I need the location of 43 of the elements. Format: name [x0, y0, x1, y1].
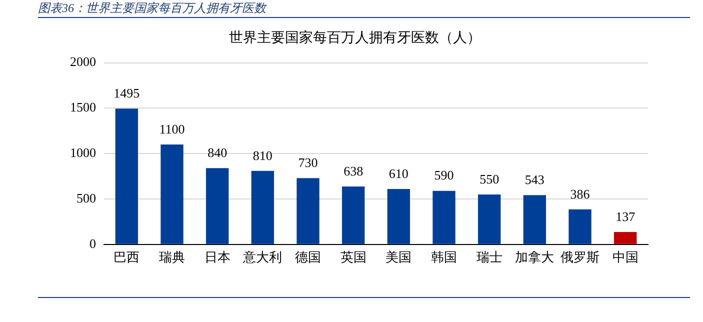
data-label: 550 [480, 171, 500, 186]
bar [115, 108, 138, 244]
data-label: 543 [524, 172, 544, 188]
data-label: 810 [252, 148, 272, 163]
bar [387, 189, 410, 244]
x-tick-label: 巴西 [114, 250, 140, 265]
y-tick-label: 1500 [70, 100, 96, 115]
x-tick-label: 中国 [612, 250, 638, 265]
x-tick-label: 美国 [386, 250, 412, 265]
x-tick-label: 日本 [204, 250, 230, 265]
data-label: 1100 [159, 121, 185, 136]
data-label: 590 [434, 168, 454, 183]
y-tick-label: 2000 [70, 54, 96, 70]
bar [342, 186, 365, 244]
bar [160, 144, 184, 244]
x-tick-label: 德国 [295, 250, 321, 265]
y-tick-label: 1000 [70, 145, 96, 160]
bar [206, 168, 229, 244]
data-label: 638 [344, 163, 364, 178]
bar [296, 178, 320, 244]
x-tick-label: 俄罗斯 [560, 250, 600, 265]
bar [614, 232, 637, 244]
data-label: 1495 [114, 86, 140, 101]
y-tick-label: 500 [76, 190, 96, 206]
x-tick-label: 瑞士 [476, 250, 502, 265]
data-label: 730 [298, 155, 318, 170]
data-label: 137 [616, 208, 636, 224]
data-label: 610 [388, 166, 408, 181]
chart-title: 世界主要国家每百万人拥有牙医数（人） [229, 30, 481, 46]
bar [432, 190, 456, 244]
x-tick-label: 英国 [340, 250, 366, 265]
text: 图表36：世界主要国家每百万人拥有牙医数 [38, 0, 266, 17]
bar [251, 170, 274, 244]
bar [568, 209, 592, 244]
bar [523, 195, 546, 244]
x-tick-label: 加拿大 [515, 250, 554, 265]
x-tick-label: 意大利 [242, 250, 282, 265]
data-label: 840 [208, 145, 228, 160]
data-label: 386 [570, 186, 590, 202]
bar [478, 194, 501, 244]
x-tick-label: 瑞典 [159, 250, 185, 265]
x-tick-label: 韩国 [431, 250, 457, 265]
y-tick-label: 0 [90, 236, 96, 251]
